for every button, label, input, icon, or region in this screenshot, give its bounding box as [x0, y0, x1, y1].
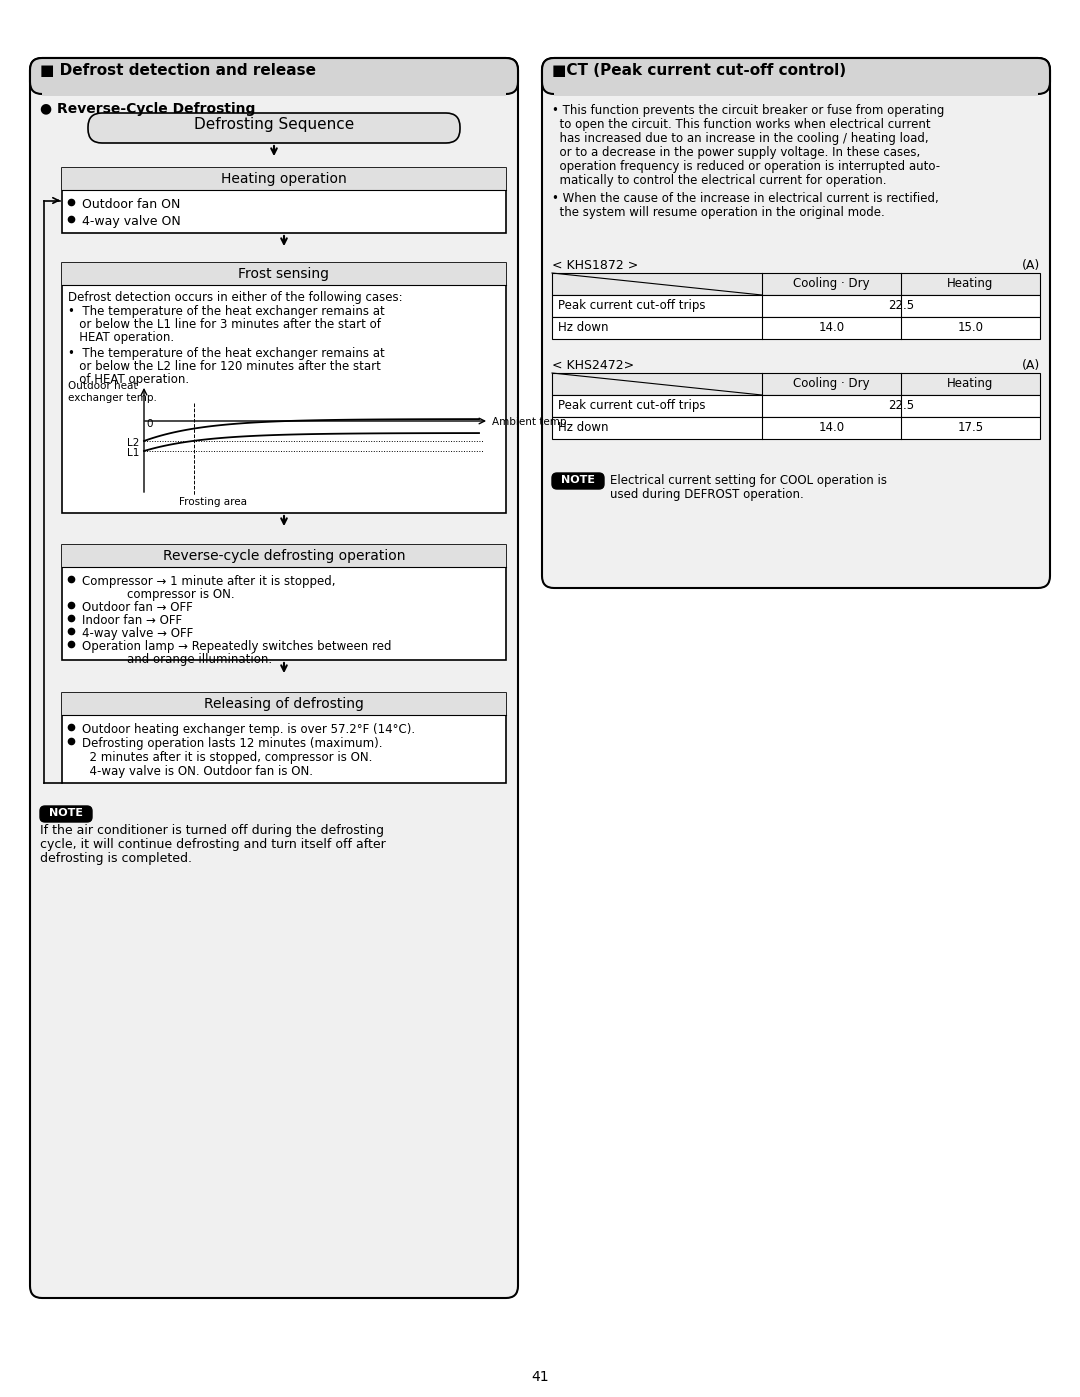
Text: of HEAT operation.: of HEAT operation.	[68, 373, 189, 386]
Bar	[62, 263, 507, 285]
Bar	[554, 75, 1038, 96]
Text: Hz down: Hz down	[558, 321, 608, 334]
Text: the system will resume operation in the original mode.: the system will resume operation in the …	[552, 205, 885, 219]
Text: or to a decrease in the power supply voltage. In these cases,: or to a decrease in the power supply vol…	[552, 147, 920, 159]
Text: Peak current cut-off trips: Peak current cut-off trips	[558, 400, 705, 412]
FancyBboxPatch shape	[552, 474, 604, 489]
Bar	[552, 295, 1040, 317]
Bar	[42, 75, 507, 96]
Text: operation frequency is reduced or operation is interrupted auto-: operation frequency is reduced or operat…	[552, 161, 940, 173]
Text: Heating: Heating	[947, 377, 994, 390]
Text: 4-way valve is ON. Outdoor fan is ON.: 4-way valve is ON. Outdoor fan is ON.	[82, 766, 313, 778]
FancyBboxPatch shape	[542, 59, 1050, 588]
Text: exchanger temp.: exchanger temp.	[68, 393, 157, 402]
Text: 15.0: 15.0	[958, 321, 984, 334]
Text: Heating operation: Heating operation	[221, 172, 347, 186]
Text: • This function prevents the circuit breaker or fuse from operating: • This function prevents the circuit bre…	[552, 103, 944, 117]
FancyBboxPatch shape	[87, 113, 460, 142]
Text: matically to control the electrical current for operation.: matically to control the electrical curr…	[552, 175, 887, 187]
Text: Outdoor heating exchanger temp. is over 57.2°F (14°C).: Outdoor heating exchanger temp. is over …	[82, 724, 415, 736]
Text: or below the L2 line for 120 minutes after the start: or below the L2 line for 120 minutes aft…	[68, 360, 381, 373]
FancyBboxPatch shape	[30, 59, 518, 1298]
Text: Outdoor fan → OFF: Outdoor fan → OFF	[82, 601, 192, 615]
Text: 0: 0	[146, 419, 152, 429]
Text: < KHS2472>: < KHS2472>	[552, 359, 634, 372]
Text: 22.5: 22.5	[888, 400, 914, 412]
Bar	[552, 317, 1040, 339]
Text: 4-way valve → OFF: 4-way valve → OFF	[82, 627, 193, 640]
Text: •  The temperature of the heat exchanger remains at: • The temperature of the heat exchanger …	[68, 305, 384, 319]
Text: 14.0: 14.0	[819, 321, 845, 334]
Text: Defrosting Sequence: Defrosting Sequence	[194, 117, 354, 131]
Text: < KHS1872 >: < KHS1872 >	[552, 258, 638, 272]
Text: 2 minutes after it is stopped, compressor is ON.: 2 minutes after it is stopped, compresso…	[82, 752, 373, 764]
Text: •  The temperature of the heat exchanger remains at: • The temperature of the heat exchanger …	[68, 346, 384, 360]
Text: 41: 41	[531, 1370, 549, 1384]
FancyBboxPatch shape	[30, 59, 518, 94]
Text: Compressor → 1 minute after it is stopped,: Compressor → 1 minute after it is stoppe…	[82, 576, 336, 588]
Text: Electrical current setting for COOL operation is: Electrical current setting for COOL oper…	[610, 474, 887, 488]
Text: compressor is ON.: compressor is ON.	[82, 588, 234, 601]
Bar	[62, 545, 507, 659]
Text: Releasing of defrosting: Releasing of defrosting	[204, 697, 364, 711]
Bar	[62, 263, 507, 513]
Text: Outdoor fan ON: Outdoor fan ON	[82, 198, 180, 211]
Text: 22.5: 22.5	[888, 299, 914, 312]
Text: Cooling · Dry: Cooling · Dry	[793, 377, 869, 390]
Bar	[552, 272, 1040, 295]
Bar	[62, 168, 507, 233]
Text: NOTE: NOTE	[49, 807, 83, 819]
Text: (A): (A)	[1022, 258, 1040, 272]
Bar	[62, 168, 507, 190]
Text: L1: L1	[126, 448, 139, 458]
Text: has increased due to an increase in the cooling / heating load,: has increased due to an increase in the …	[552, 131, 929, 145]
Bar	[62, 545, 507, 567]
Text: NOTE: NOTE	[561, 475, 595, 485]
Text: Frost sensing: Frost sensing	[239, 267, 329, 281]
Text: and orange illumination.: and orange illumination.	[82, 652, 272, 666]
Text: (A): (A)	[1022, 359, 1040, 372]
Text: 4-way valve ON: 4-way valve ON	[82, 215, 180, 228]
Text: Defrost detection occurs in either of the following cases:: Defrost detection occurs in either of th…	[68, 291, 403, 305]
Text: Ambient temp.: Ambient temp.	[492, 416, 570, 427]
FancyBboxPatch shape	[542, 59, 1050, 94]
Text: 14.0: 14.0	[819, 420, 845, 434]
Bar	[552, 416, 1040, 439]
Text: HEAT operation.: HEAT operation.	[68, 331, 174, 344]
Text: ■ Defrost detection and release: ■ Defrost detection and release	[40, 63, 316, 78]
Text: Defrosting operation lasts 12 minutes (maximum).: Defrosting operation lasts 12 minutes (m…	[82, 738, 382, 750]
Text: ● Reverse-Cycle Defrosting: ● Reverse-Cycle Defrosting	[40, 102, 255, 116]
Text: Operation lamp → Repeatedly switches between red: Operation lamp → Repeatedly switches bet…	[82, 640, 391, 652]
Text: Peak current cut-off trips: Peak current cut-off trips	[558, 299, 705, 312]
Text: Heating: Heating	[947, 277, 994, 291]
Text: L2: L2	[126, 439, 139, 448]
Bar	[62, 693, 507, 715]
Text: ■CT (Peak current cut-off control): ■CT (Peak current cut-off control)	[552, 63, 846, 78]
Bar	[552, 395, 1040, 416]
Text: Frosting area: Frosting area	[179, 497, 247, 507]
Text: Indoor fan → OFF: Indoor fan → OFF	[82, 615, 183, 627]
Text: Cooling · Dry: Cooling · Dry	[793, 277, 869, 291]
Text: Reverse-cycle defrosting operation: Reverse-cycle defrosting operation	[163, 549, 405, 563]
Text: cycle, it will continue defrosting and turn itself off after: cycle, it will continue defrosting and t…	[40, 838, 386, 851]
Text: defrosting is completed.: defrosting is completed.	[40, 852, 192, 865]
Bar	[552, 373, 1040, 395]
Text: or below the L1 line for 3 minutes after the start of: or below the L1 line for 3 minutes after…	[68, 319, 381, 331]
Text: If the air conditioner is turned off during the defrosting: If the air conditioner is turned off dur…	[40, 824, 384, 837]
Text: Hz down: Hz down	[558, 420, 608, 434]
Text: • When the cause of the increase in electrical current is rectified,: • When the cause of the increase in elec…	[552, 191, 939, 205]
Text: Outdoor heat: Outdoor heat	[68, 381, 137, 391]
Text: used during DEFROST operation.: used during DEFROST operation.	[610, 488, 804, 502]
Bar	[62, 693, 507, 782]
Text: 17.5: 17.5	[957, 420, 984, 434]
FancyBboxPatch shape	[40, 806, 92, 821]
Text: to open the circuit. This function works when electrical current: to open the circuit. This function works…	[552, 117, 931, 131]
